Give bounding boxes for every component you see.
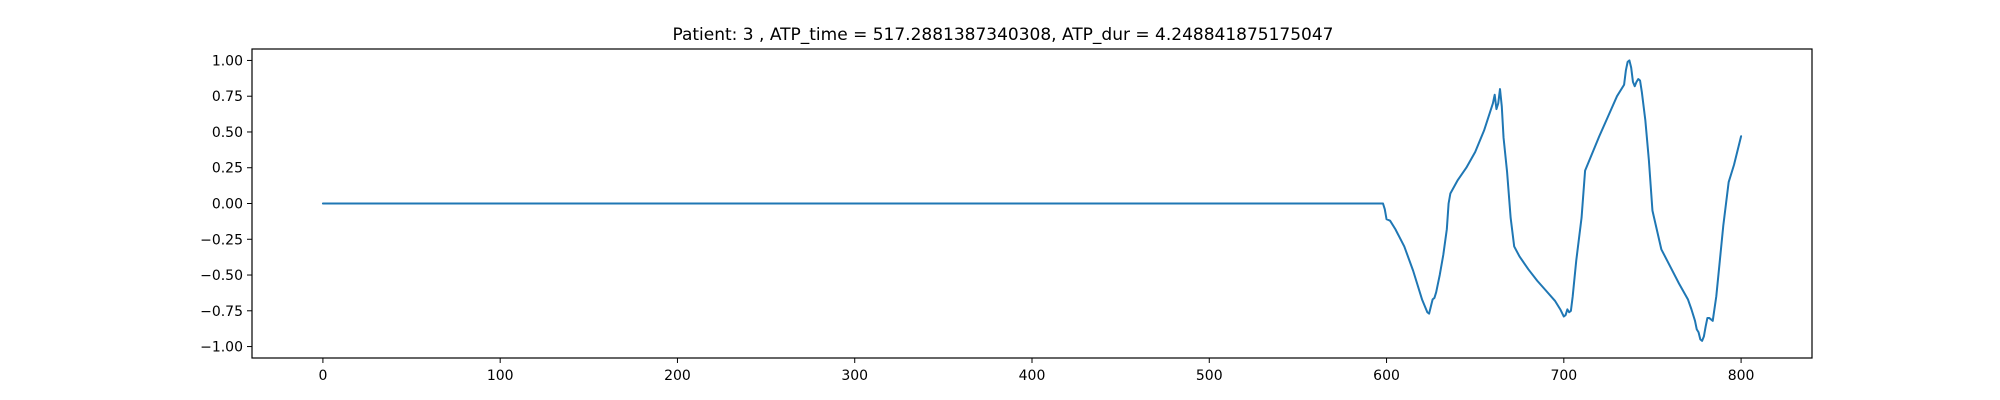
x-tick-label: 500 (1196, 368, 1223, 384)
chart-title: Patient: 3 , ATP_time = 517.288138734030… (672, 25, 1333, 45)
y-tick-label: 0.50 (212, 125, 243, 141)
series-line-0 (321, 59, 1743, 342)
y-axis: −1.00 −0.75 −0.50 −0.25 0.00 0.25 0.50 0.75 1.00 (200, 53, 252, 356)
y-tick-label: −0.50 (200, 268, 243, 284)
plot-area (251, 48, 1813, 359)
y-tick-label: 0.00 (212, 197, 243, 213)
x-tick-label: 0 (318, 368, 327, 384)
y-tick-label: −0.75 (200, 304, 243, 320)
x-tick-label: 100 (487, 368, 514, 384)
x-tick-label: 800 (1728, 368, 1755, 384)
x-tick-label: 700 (1550, 368, 1577, 384)
x-axis: 0 100 200 300 400 500 600 700 800 (318, 358, 1754, 384)
x-tick-label: 300 (841, 368, 868, 384)
y-tick-label: −0.25 (200, 232, 243, 248)
x-tick-label: 400 (1019, 368, 1046, 384)
x-tick-label: 200 (664, 368, 691, 384)
y-tick-label: −1.00 (200, 340, 243, 356)
y-tick-label: 0.75 (212, 89, 243, 105)
y-tick-label: 1.00 (212, 53, 243, 69)
x-tick-label: 600 (1373, 368, 1400, 384)
y-tick-label: 0.25 (212, 161, 243, 177)
